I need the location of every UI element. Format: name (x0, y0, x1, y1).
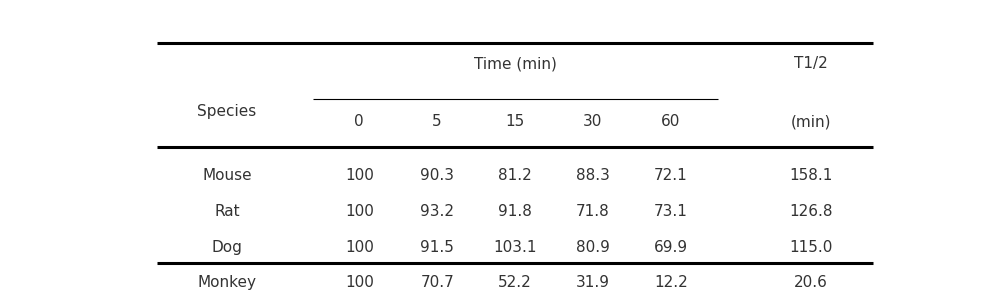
Text: Mouse: Mouse (202, 168, 251, 183)
Text: 52.2: 52.2 (498, 275, 532, 290)
Text: 72.1: 72.1 (654, 168, 687, 183)
Text: 0: 0 (355, 114, 364, 129)
Text: 158.1: 158.1 (789, 168, 833, 183)
Text: T1/2: T1/2 (794, 56, 828, 71)
Text: 31.9: 31.9 (576, 275, 610, 290)
Text: 100: 100 (345, 240, 374, 255)
Text: Time (min): Time (min) (473, 56, 557, 71)
Text: 115.0: 115.0 (789, 240, 833, 255)
Text: Species: Species (197, 104, 256, 119)
Text: Rat: Rat (214, 203, 239, 219)
Text: 88.3: 88.3 (576, 168, 610, 183)
Text: Dog: Dog (211, 240, 242, 255)
Text: 80.9: 80.9 (576, 240, 610, 255)
Text: 100: 100 (345, 203, 374, 219)
Text: 90.3: 90.3 (420, 168, 454, 183)
Text: 69.9: 69.9 (654, 240, 687, 255)
Text: 71.8: 71.8 (576, 203, 610, 219)
Text: 81.2: 81.2 (498, 168, 532, 183)
Text: 91.5: 91.5 (420, 240, 454, 255)
Text: 30: 30 (583, 114, 603, 129)
Text: 73.1: 73.1 (654, 203, 687, 219)
Text: Monkey: Monkey (197, 275, 256, 290)
Text: 60: 60 (661, 114, 680, 129)
Text: 5: 5 (432, 114, 442, 129)
Text: 15: 15 (506, 114, 525, 129)
Text: (min): (min) (791, 114, 831, 129)
Text: 70.7: 70.7 (420, 275, 454, 290)
Text: 93.2: 93.2 (420, 203, 454, 219)
Text: 100: 100 (345, 168, 374, 183)
Text: 91.8: 91.8 (498, 203, 532, 219)
Text: 20.6: 20.6 (794, 275, 828, 290)
Text: 126.8: 126.8 (789, 203, 833, 219)
Text: 12.2: 12.2 (654, 275, 687, 290)
Text: 100: 100 (345, 275, 374, 290)
Text: 103.1: 103.1 (493, 240, 537, 255)
